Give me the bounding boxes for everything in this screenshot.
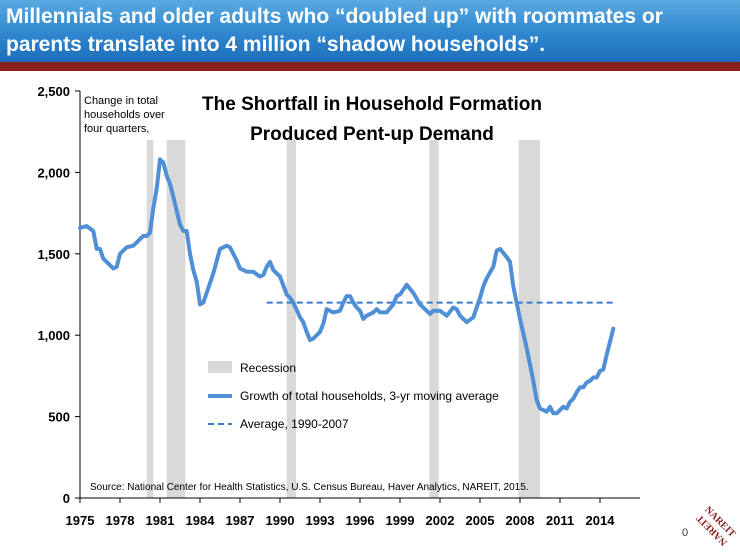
source-note: Source: National Center for Health Stati… (90, 482, 529, 493)
x-tick-label: 1987 (226, 513, 255, 528)
recession-band (286, 140, 296, 498)
axis-note: households over (84, 109, 165, 121)
y-tick-label: 0 (63, 491, 70, 506)
axis-note: four quarters, (84, 123, 149, 135)
y-tick-label: 1,500 (37, 247, 70, 262)
legend-label-recession: Recession (240, 361, 296, 375)
legend-swatch-recession (208, 361, 232, 373)
recession-band (518, 140, 540, 498)
recession-band (166, 140, 186, 498)
x-tick-label: 1990 (266, 513, 295, 528)
chart-title-line-1: The Shortfall in Household Formation (202, 94, 542, 115)
x-tick-label: 1984 (186, 513, 216, 528)
x-tick-label: 1981 (146, 513, 175, 528)
page-number: 0 (682, 527, 689, 539)
recession-band (146, 140, 154, 498)
slide-title: Millennials and older adults who “double… (6, 5, 663, 56)
legend-label-growth: Growth of total households, 3-yr moving … (240, 389, 499, 403)
axis-note: Change in total (84, 95, 158, 107)
x-tick-label: 2005 (466, 513, 495, 528)
y-tick-label: 1,000 (37, 328, 70, 343)
header-divider (0, 62, 740, 71)
chart-title-line-2: Produced Pent-up Demand (250, 124, 494, 145)
y-tick-label: 2,500 (37, 84, 70, 99)
y-tick-label: 2,000 (37, 165, 70, 180)
x-tick-label: 2014 (586, 513, 616, 528)
x-tick-label: 1993 (306, 513, 335, 528)
legend-label-average: Average, 1990-2007 (240, 417, 349, 431)
household-growth-line (78, 157, 616, 416)
x-tick-label: 1999 (386, 513, 415, 528)
recession-band (429, 140, 439, 498)
slide-header: Millennials and older adults who “double… (0, 0, 740, 62)
x-tick-label: 1978 (106, 513, 135, 528)
nareit-logo: NAREIT NAREIT (694, 504, 738, 547)
x-tick-label: 1996 (346, 513, 375, 528)
y-tick-label: 500 (48, 410, 70, 425)
x-tick-label: 2002 (426, 513, 455, 528)
x-tick-label: 2008 (506, 513, 535, 528)
x-tick-label: 1975 (66, 513, 95, 528)
x-tick-label: 2011 (546, 513, 574, 528)
household-formation-chart: 0 500 1,000 1,500 2,000 2,500 1975 1978 1981 1984… (37, 84, 640, 528)
